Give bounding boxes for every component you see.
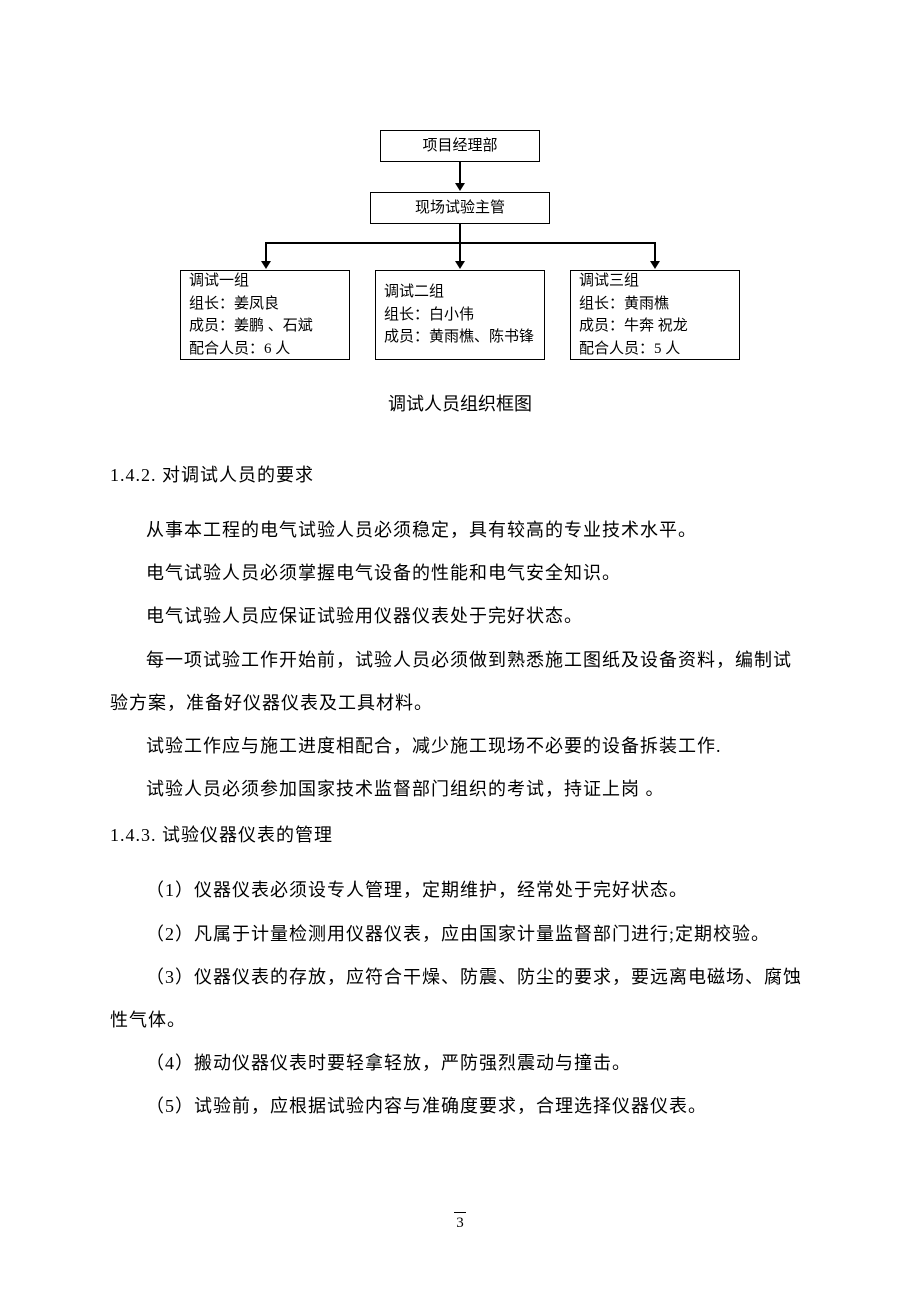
section-142-para-1: 电气试验人员必须掌握电气设备的性能和电气安全知识。 bbox=[110, 552, 810, 595]
section-142-heading: 1.4.2. 对调试人员的要求 bbox=[110, 461, 810, 487]
org-node-root: 项目经理部 bbox=[380, 130, 540, 162]
group1-staff-label: 配合人员： bbox=[189, 341, 264, 357]
group3-members-row: 成员：牛奔 祝龙 bbox=[579, 315, 731, 338]
section-143-para-2: （3）仪器仪表的存放，应符合干燥、防震、防尘的要求，要远离电磁场、腐蚀性气体。 bbox=[110, 956, 810, 1042]
page-content: 项目经理部 现场试验主管 调试一组 组长：姜凤良 成员：姜鹏 、石斌 配合人员：… bbox=[0, 0, 920, 1128]
group1-leader: 姜凤良 bbox=[234, 296, 279, 312]
org-node-group2: 调试二组 组长：白小伟 成员：黄雨樵、陈书锋 bbox=[375, 270, 545, 360]
org-arrow-group3 bbox=[650, 261, 660, 269]
org-node-group1: 调试一组 组长：姜凤良 成员：姜鹏 、石斌 配合人员：6 人 bbox=[180, 270, 350, 360]
section-142-para-5: 试验人员必须参加国家技术监督部门组织的考试，持证上岗 。 bbox=[110, 768, 810, 811]
org-edge-to-group1 bbox=[265, 242, 267, 262]
section-142-para-0: 从事本工程的电气试验人员必须稳定，具有较高的专业技术水平。 bbox=[110, 509, 810, 552]
org-edge-to-group2 bbox=[459, 242, 461, 262]
section-143-title: 试验仪器仪表的管理 bbox=[162, 825, 333, 845]
group2-leader-label: 组长： bbox=[384, 307, 429, 323]
group2-title: 调试二组 bbox=[384, 281, 536, 304]
section-142-para-4: 试验工作应与施工进度相配合，减少施工现场不必要的设备拆装工作. bbox=[110, 725, 810, 768]
group3-staff-row: 配合人员：5 人 bbox=[579, 338, 731, 361]
org-edge-supervisor-down bbox=[459, 224, 461, 242]
group1-members-row: 成员：姜鹏 、石斌 bbox=[189, 315, 341, 338]
group3-staff-label: 配合人员： bbox=[579, 341, 654, 357]
section-143-heading: 1.4.3. 试验仪器仪表的管理 bbox=[110, 821, 810, 847]
group1-members-label: 成员： bbox=[189, 318, 234, 334]
org-edge-to-group3 bbox=[654, 242, 656, 262]
page-number-value: 3 bbox=[456, 1215, 464, 1231]
section-143-para-4: （5）试验前，应根据试验内容与准确度要求，合理选择仪器仪表。 bbox=[110, 1085, 810, 1128]
org-chart: 项目经理部 现场试验主管 调试一组 组长：姜凤良 成员：姜鹏 、石斌 配合人员：… bbox=[180, 130, 740, 360]
group2-leader: 白小伟 bbox=[429, 307, 474, 323]
org-edge-root-supervisor bbox=[459, 162, 461, 184]
group1-staff-row: 配合人员：6 人 bbox=[189, 338, 341, 361]
section-143-para-0: （1）仪器仪表必须设专人管理，定期维护，经常处于完好状态。 bbox=[110, 869, 810, 912]
org-node-supervisor: 现场试验主管 bbox=[370, 192, 550, 224]
page-number: 3 bbox=[0, 1212, 920, 1232]
group2-members-label: 成员： bbox=[384, 329, 429, 345]
group1-title: 调试一组 bbox=[189, 270, 341, 293]
org-chart-caption: 调试人员组织框图 bbox=[110, 390, 810, 416]
section-142-number: 1.4.2. bbox=[110, 465, 157, 485]
group3-staff: 5 人 bbox=[654, 341, 680, 357]
section-142-title: 对调试人员的要求 bbox=[162, 465, 314, 485]
section-142-para-2: 电气试验人员应保证试验用仪器仪表处于完好状态。 bbox=[110, 595, 810, 638]
group3-members: 牛奔 祝龙 bbox=[624, 318, 688, 334]
group2-members-row: 成员：黄雨樵、陈书锋 bbox=[384, 326, 536, 349]
section-143-number: 1.4.3. bbox=[110, 825, 157, 845]
section-143-para-1: （2）凡属于计量检测用仪器仪表，应由国家计量监督部门进行;定期校验。 bbox=[110, 913, 810, 956]
group1-leader-row: 组长：姜凤良 bbox=[189, 293, 341, 316]
group3-title: 调试三组 bbox=[579, 270, 731, 293]
org-arrow-group2 bbox=[455, 261, 465, 269]
group3-leader-row: 组长：黄雨樵 bbox=[579, 293, 731, 316]
group1-leader-label: 组长： bbox=[189, 296, 234, 312]
org-arrow-root-supervisor bbox=[455, 183, 465, 191]
section-142-para-3: 每一项试验工作开始前，试验人员必须做到熟悉施工图纸及设备资料，编制试验方案，准备… bbox=[110, 639, 810, 725]
page-number-bar bbox=[454, 1212, 466, 1213]
org-arrow-group1 bbox=[261, 261, 271, 269]
org-node-root-label: 项目经理部 bbox=[422, 135, 497, 158]
group1-staff: 6 人 bbox=[264, 341, 290, 357]
group3-leader-label: 组长： bbox=[579, 296, 624, 312]
group1-members: 姜鹏 、石斌 bbox=[234, 318, 313, 334]
org-node-supervisor-label: 现场试验主管 bbox=[415, 197, 505, 220]
section-143-para-3: （4）搬动仪器仪表时要轻拿轻放，严防强烈震动与撞击。 bbox=[110, 1042, 810, 1085]
group3-leader: 黄雨樵 bbox=[624, 296, 669, 312]
group3-members-label: 成员： bbox=[579, 318, 624, 334]
group2-members: 黄雨樵、陈书锋 bbox=[429, 329, 534, 345]
group2-leader-row: 组长：白小伟 bbox=[384, 304, 536, 327]
org-node-group3: 调试三组 组长：黄雨樵 成员：牛奔 祝龙 配合人员：5 人 bbox=[570, 270, 740, 360]
